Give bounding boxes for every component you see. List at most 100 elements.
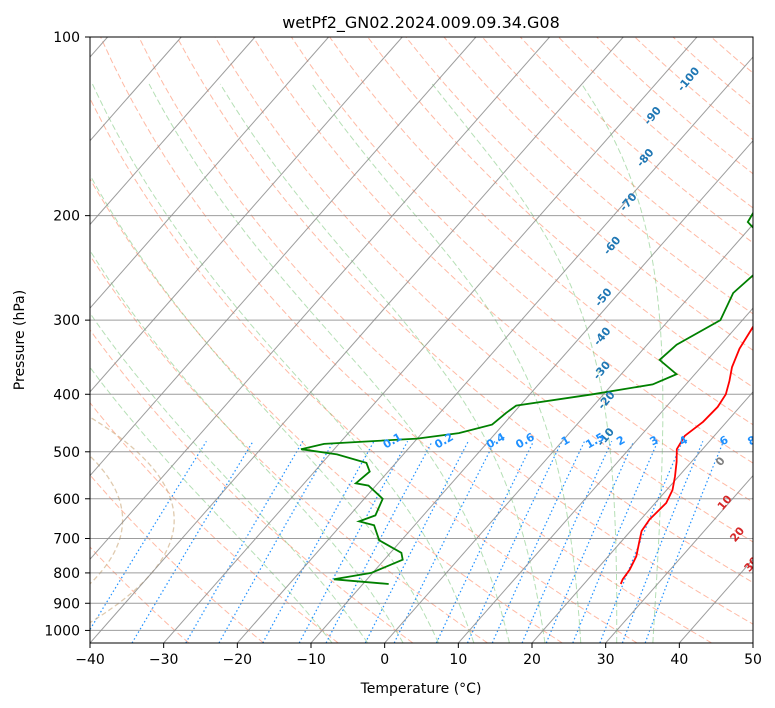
mixing-ratio-line [545,441,635,643]
dry-adiabat-line [329,37,753,426]
mixing-ratio-line [262,441,375,643]
y-tick-label: 100 [53,30,80,46]
x-tick-label: 50 [744,652,762,668]
line-label: 0 [713,454,728,468]
line-label: 20 [727,524,747,544]
y-tick-label: 600 [53,492,80,508]
isotherm-line [90,37,624,643]
dry-adiabat-line [710,37,753,74]
isotherm-line [90,37,550,561]
data-series [300,211,753,585]
dewpoint-line [300,211,753,585]
line-label: 2 [614,433,627,448]
isotherm-line [678,558,753,643]
line-label: 0.4 [484,430,508,451]
dry-adiabat-line [519,37,753,244]
dry-adiabat-line [90,328,414,643]
isotherm-line [531,391,753,643]
x-tick-label: 10 [449,652,467,668]
line-label: 0.1 [381,430,404,451]
isotherm-line [90,37,182,142]
dry-adiabat-line [90,546,190,643]
mixing-ratio-line [491,441,586,643]
x-tick-label: 0 [380,652,389,668]
isotherm-line [90,37,477,477]
line-label: 30 [742,554,762,574]
line-label: 6 [717,433,730,448]
y-tick-label: 300 [53,313,80,329]
dry-adiabat-line [443,37,753,315]
mixing-ratio-line [644,441,725,643]
isobars [90,37,753,631]
line-label: -40 [591,324,614,348]
dry-adiabat-line [672,37,753,107]
line-label: -100 [675,64,703,94]
x-tick-label: −20 [223,652,253,668]
y-tick-label: 1000 [44,623,80,639]
thermo-curves [0,37,175,643]
thermo-curve-line [0,37,64,643]
y-tick-label: 700 [53,532,80,548]
line-label: -90 [641,104,664,128]
x-tick-label: 30 [597,652,615,668]
line-label: 10 [715,492,735,512]
plot-area: -100-90-80-70-60-50-40-30-20-10102030400… [0,37,775,643]
x-tick-label: −40 [75,652,105,668]
y-tick-label: 400 [53,387,80,403]
temperature-line [619,325,753,585]
mixing-ratio-line [218,440,335,643]
line-label: 10 [766,431,775,450]
mixing-ratio-line [298,441,409,643]
dry-adiabats [90,37,753,643]
y-tick-label: 900 [53,596,80,612]
chart-title: wetPf2_GN02.2024.009.09.34.G08 [282,13,560,33]
plot-frame [89,36,754,644]
mixing-ratio-line [393,441,496,643]
thermo-curve-line [90,416,175,624]
dry-adiabat-line [90,177,563,643]
mixing-ratio-line [621,441,704,643]
isotherm-line [90,37,403,393]
x-axis-label: Temperature (°C) [360,681,482,697]
isotherm-line [752,642,753,643]
isotherms [90,37,753,643]
y-tick-label: 500 [53,445,80,461]
mixing-ratio-line [131,440,254,643]
mixing-ratio-lines [90,440,725,643]
line-label: -50 [592,285,615,309]
moist-adiabat-line [581,83,664,643]
dry-adiabat-line [90,254,488,643]
dry-adiabat-line [634,37,753,141]
dry-adiabat-line [138,37,753,625]
dry-adiabat-line [176,37,753,584]
line-label: 40 [761,582,775,602]
mixing-ratio-line [185,440,304,643]
isotherm-line [605,474,753,643]
moist-adiabat-line [311,83,582,643]
x-tick-label: 40 [670,652,688,668]
isotherm-line [457,307,753,643]
line-label: -60 [601,234,624,258]
isotherm-line [163,37,698,643]
isotherm-line [310,139,753,643]
moist-adiabat-line [90,174,439,643]
y-axis-label: Pressure (hPa) [12,290,28,390]
y-tick-label: 800 [53,566,80,582]
dry-adiabat-line [90,97,638,643]
y-tick-label: 200 [53,209,80,225]
dry-adiabat-line [252,37,753,503]
x-tick-label: −30 [149,652,179,668]
moist-adiabat-line [431,83,618,643]
moist-adiabat-line [90,366,333,643]
isotherm-line [90,37,256,226]
moist-adiabat-line [219,83,546,643]
isotherm-line [90,37,329,309]
x-tick-label: −10 [296,652,326,668]
x-axis-ticks: −40 −30 −20 −10 0 10 20 30 40 50 [75,643,762,668]
line-labels: -100-90-80-70-60-50-40-30-20-10102030400… [381,64,775,602]
moist-adiabats [90,83,664,643]
isotherm-line [236,56,753,643]
x-tick-label: 20 [523,652,541,668]
mixing-ratio-line [90,440,207,631]
moist-adiabat-line [148,83,510,643]
